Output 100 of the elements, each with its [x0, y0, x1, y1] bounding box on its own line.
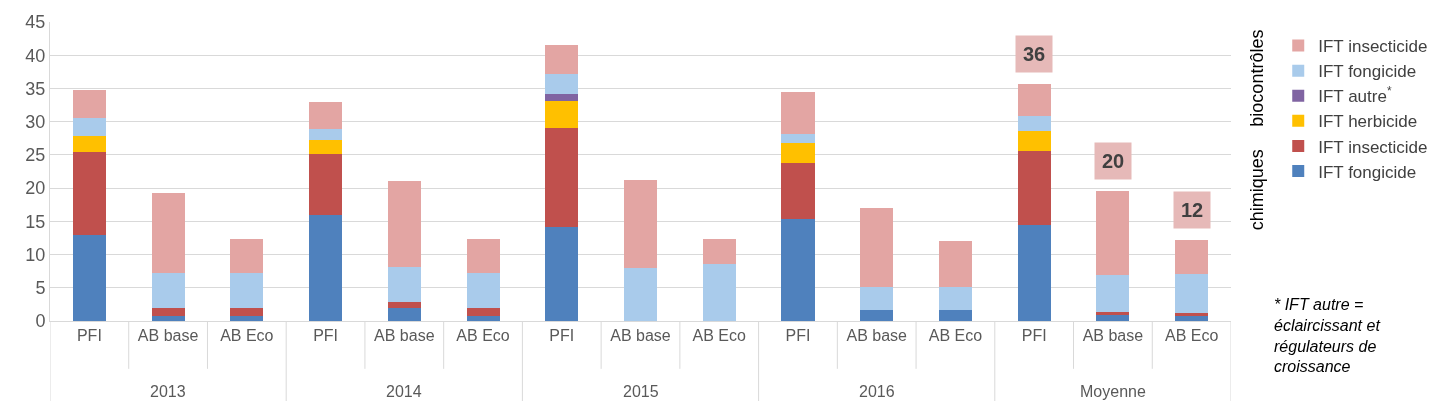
x-tick-label: PFI — [785, 327, 811, 345]
bar — [938, 309, 972, 321]
x-tick-label: AB Eco — [220, 327, 274, 345]
x-tick-label: AB base — [374, 327, 435, 345]
bar — [1096, 315, 1130, 321]
bar — [938, 241, 972, 288]
text: biocontrôles — [1246, 29, 1267, 127]
legend-label: IFT fongicide — [1318, 162, 1417, 182]
bar — [1017, 150, 1051, 226]
bar — [781, 91, 815, 134]
bar — [387, 267, 421, 302]
bar — [623, 180, 658, 268]
bar — [860, 208, 894, 288]
bar — [230, 239, 264, 274]
bar — [309, 128, 343, 141]
y-tick-label: 30 — [25, 111, 46, 132]
bar — [545, 101, 579, 128]
bar — [781, 142, 815, 163]
x-tick-label: AB base — [1082, 327, 1144, 345]
bar — [1017, 225, 1051, 321]
x-tick-label: AB Eco — [928, 327, 983, 345]
bar — [466, 307, 500, 316]
bar — [1096, 311, 1130, 316]
bar — [1175, 316, 1209, 321]
bar — [545, 227, 579, 321]
y-tick-label: 40 — [25, 45, 46, 66]
bar — [1096, 275, 1130, 312]
bar — [545, 45, 579, 75]
x-tick-label: PFI — [76, 327, 102, 345]
total-label: 12 — [1181, 199, 1204, 221]
text: Moyenne — [1080, 383, 1146, 400]
x-tick-label: AB Eco — [456, 327, 510, 345]
bar — [387, 308, 421, 321]
total-label: 20 — [1102, 150, 1125, 172]
bar — [702, 238, 736, 264]
bar — [72, 151, 106, 236]
bar — [1096, 191, 1130, 276]
x-tick-label: AB base — [846, 327, 908, 345]
y-tick-label: 25 — [25, 145, 46, 166]
y-tick-label: 20 — [25, 178, 46, 199]
bar — [1017, 83, 1051, 117]
bar — [72, 135, 106, 152]
text: 2014 — [386, 383, 422, 400]
bar — [545, 74, 579, 95]
y-tick-label: 15 — [25, 211, 46, 232]
bar — [309, 140, 343, 154]
bar — [938, 287, 972, 310]
bar — [151, 192, 185, 274]
bar — [623, 267, 658, 321]
bar — [545, 94, 579, 102]
bar — [151, 315, 185, 321]
bar — [466, 273, 500, 308]
bar — [387, 181, 421, 268]
legend-label: IFT insecticide — [1318, 37, 1428, 57]
text: 2013 — [150, 383, 186, 400]
bar — [72, 89, 106, 119]
y-tick-label: 10 — [25, 244, 46, 265]
x-tick-label: PFI — [1021, 327, 1047, 345]
text: chimiques — [1247, 149, 1268, 231]
bar — [309, 101, 343, 129]
bar — [309, 215, 343, 321]
bar — [781, 133, 815, 143]
total-label: 36 — [1023, 43, 1046, 65]
legend-label: IFT fongicide — [1318, 62, 1417, 82]
bar — [72, 235, 106, 321]
legend-label: IFT insecticide — [1318, 137, 1428, 157]
x-tick-label: PFI — [549, 327, 575, 345]
bar — [72, 118, 106, 136]
bar — [1175, 274, 1209, 314]
x-tick-label: AB base — [137, 327, 199, 345]
bar — [860, 287, 894, 310]
y-tick-label: 0 — [35, 311, 46, 332]
bar — [1017, 130, 1051, 151]
bar — [1175, 313, 1209, 317]
y-tick-label: 5 — [35, 278, 46, 299]
y-tick-label: 35 — [25, 78, 46, 99]
bar — [230, 307, 264, 316]
legend-label: IFT herbicide — [1318, 112, 1418, 132]
bar — [151, 307, 185, 316]
x-tick-label: AB base — [610, 327, 671, 345]
x-tick-label: AB Eco — [692, 327, 747, 345]
bar — [151, 273, 185, 308]
y-tick-label: 45 — [25, 12, 46, 33]
bar — [781, 162, 815, 220]
legend-label: IFT autre$^{*}$ — [1318, 84, 1392, 107]
text: 2015 — [623, 383, 659, 400]
bar — [466, 239, 500, 274]
bar — [387, 301, 421, 309]
x-tick-label: PFI — [313, 327, 339, 345]
bar — [230, 315, 264, 321]
bar — [545, 127, 579, 228]
x-tick-label: AB Eco — [1164, 327, 1219, 345]
bar — [230, 273, 264, 308]
bar — [466, 315, 500, 321]
text: 2016 — [859, 383, 895, 400]
bar — [309, 153, 343, 216]
bar — [1175, 239, 1209, 275]
bar — [702, 263, 736, 321]
text: * IFT autre = éclaircissant et régulateurs de croissance — [1274, 296, 1381, 376]
bar — [781, 219, 815, 321]
